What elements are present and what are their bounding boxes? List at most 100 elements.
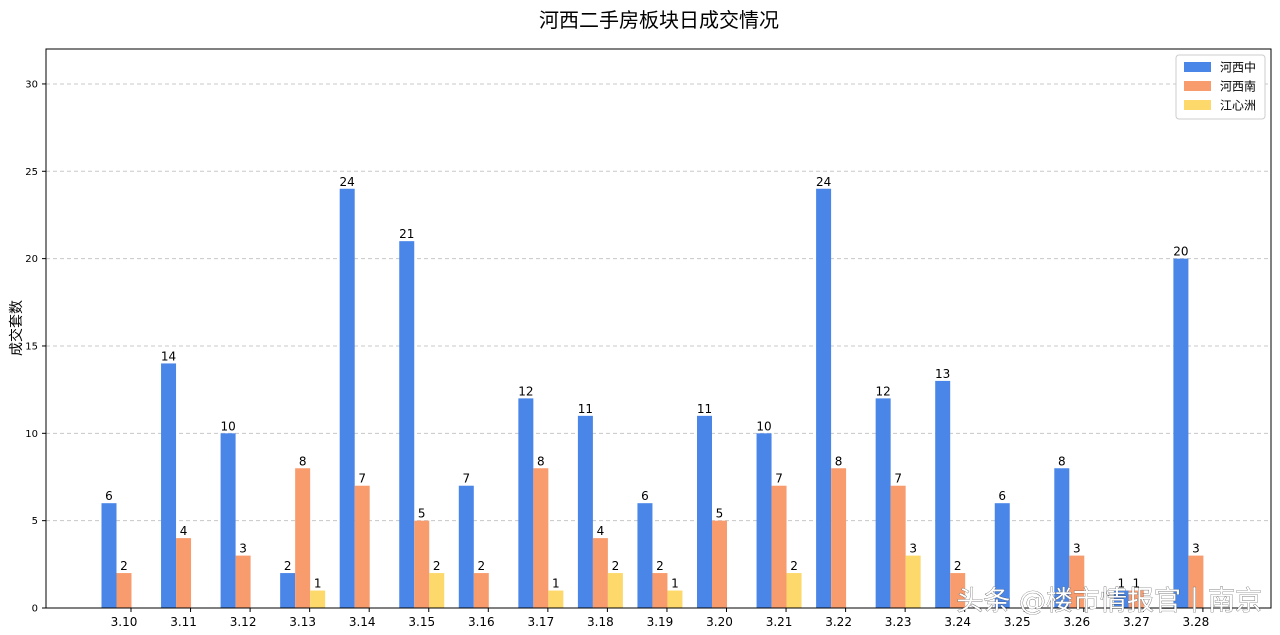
data-label: 8 bbox=[537, 454, 545, 468]
x-tick-label: 3.28 bbox=[1183, 615, 1210, 629]
data-label: 7 bbox=[462, 472, 470, 486]
bar bbox=[235, 555, 251, 608]
bar bbox=[116, 573, 132, 608]
data-label: 1 bbox=[314, 577, 322, 591]
data-label: 7 bbox=[775, 472, 783, 486]
x-tick-label: 3.16 bbox=[468, 615, 495, 629]
bar bbox=[607, 573, 623, 608]
y-tick-label: 30 bbox=[25, 79, 38, 90]
data-label: 11 bbox=[697, 402, 712, 416]
bars-group bbox=[101, 188, 1204, 608]
x-tick-label: 3.25 bbox=[1004, 615, 1031, 629]
grid-lines bbox=[46, 83, 1271, 522]
bar bbox=[548, 590, 564, 608]
data-label: 7 bbox=[894, 472, 902, 486]
data-label: 14 bbox=[161, 349, 176, 363]
data-label: 21 bbox=[399, 227, 414, 241]
x-tick-label: 3.17 bbox=[527, 615, 554, 629]
x-tick-label: 3.27 bbox=[1123, 615, 1150, 629]
data-label: 2 bbox=[433, 559, 441, 573]
legend-label: 江心洲 bbox=[1220, 99, 1256, 113]
bar bbox=[1069, 555, 1085, 608]
legend-label: 河西南 bbox=[1220, 79, 1256, 94]
bar bbox=[577, 415, 593, 608]
bar bbox=[1054, 468, 1070, 608]
data-label: 12 bbox=[518, 384, 533, 398]
bar bbox=[771, 485, 787, 608]
data-label: 8 bbox=[835, 454, 843, 468]
bar bbox=[1188, 555, 1204, 608]
bar bbox=[399, 241, 415, 608]
x-tick-label: 3.13 bbox=[289, 615, 316, 629]
bar bbox=[950, 573, 966, 608]
bar bbox=[310, 590, 326, 608]
y-tick-label: 20 bbox=[25, 254, 38, 265]
bar bbox=[816, 188, 832, 608]
y-tick-label: 0 bbox=[32, 604, 38, 615]
x-tick-label: 3.12 bbox=[230, 615, 257, 629]
data-label: 1 bbox=[552, 577, 560, 591]
data-label: 20 bbox=[1173, 245, 1188, 259]
data-label: 3 bbox=[909, 542, 917, 556]
data-label: 8 bbox=[299, 454, 307, 468]
y-axis-label: 成交套数 bbox=[8, 300, 25, 356]
x-tick-label: 3.26 bbox=[1063, 615, 1090, 629]
data-label: 2 bbox=[284, 559, 292, 573]
data-label: 3 bbox=[1192, 542, 1200, 556]
bar bbox=[533, 468, 549, 608]
data-label: 3 bbox=[239, 542, 247, 556]
bar bbox=[1128, 590, 1144, 608]
bar bbox=[697, 415, 712, 608]
legend-swatch bbox=[1184, 81, 1211, 91]
bar bbox=[994, 503, 1010, 608]
x-tick-label: 3.10 bbox=[111, 615, 138, 629]
data-label: 1 bbox=[1118, 577, 1126, 591]
data-label: 6 bbox=[998, 489, 1006, 503]
data-label: 4 bbox=[180, 524, 188, 538]
plot-frame bbox=[45, 48, 1272, 609]
x-tick-label: 3.21 bbox=[766, 615, 793, 629]
data-label: 1 bbox=[671, 577, 679, 591]
bar bbox=[935, 380, 951, 608]
y-tick-label: 10 bbox=[25, 429, 38, 440]
data-label: 2 bbox=[656, 559, 664, 573]
data-label: 2 bbox=[612, 559, 620, 573]
x-tick-label: 3.14 bbox=[349, 615, 376, 629]
legend-label: 河西中 bbox=[1220, 60, 1256, 75]
bar bbox=[354, 485, 370, 608]
data-label: 8 bbox=[1058, 454, 1066, 468]
data-labels-group: 6214410328124721527212811142621115107224… bbox=[105, 175, 1200, 591]
bar bbox=[414, 520, 430, 608]
data-label: 2 bbox=[790, 559, 798, 573]
x-tick-label: 3.20 bbox=[706, 615, 733, 629]
y-tick-label: 15 bbox=[25, 341, 38, 352]
data-label: 11 bbox=[578, 402, 593, 416]
bar bbox=[429, 573, 445, 608]
x-tick-label: 3.11 bbox=[170, 615, 197, 629]
bar bbox=[667, 590, 683, 608]
data-label: 5 bbox=[418, 507, 426, 521]
data-label: 6 bbox=[105, 489, 113, 503]
bar bbox=[875, 398, 891, 608]
legend-swatch bbox=[1184, 62, 1211, 72]
bar bbox=[473, 573, 489, 608]
bar bbox=[905, 555, 921, 608]
watermark-text: 头条 @楼市情报官丨南京 bbox=[956, 586, 1262, 617]
data-label: 24 bbox=[340, 175, 355, 189]
chart-title: 河西二手房板块日成交情况 bbox=[539, 8, 779, 32]
data-label: 5 bbox=[716, 507, 724, 521]
x-tick-label: 3.22 bbox=[825, 615, 852, 629]
bar bbox=[786, 573, 802, 608]
data-label: 4 bbox=[597, 524, 605, 538]
bar bbox=[890, 485, 906, 608]
data-label: 6 bbox=[641, 489, 649, 503]
bar bbox=[161, 363, 177, 608]
bar bbox=[637, 503, 653, 608]
data-label: 7 bbox=[358, 472, 366, 486]
bar bbox=[176, 538, 192, 608]
data-label: 10 bbox=[756, 419, 771, 433]
bar bbox=[295, 468, 311, 608]
data-label: 24 bbox=[816, 175, 831, 189]
